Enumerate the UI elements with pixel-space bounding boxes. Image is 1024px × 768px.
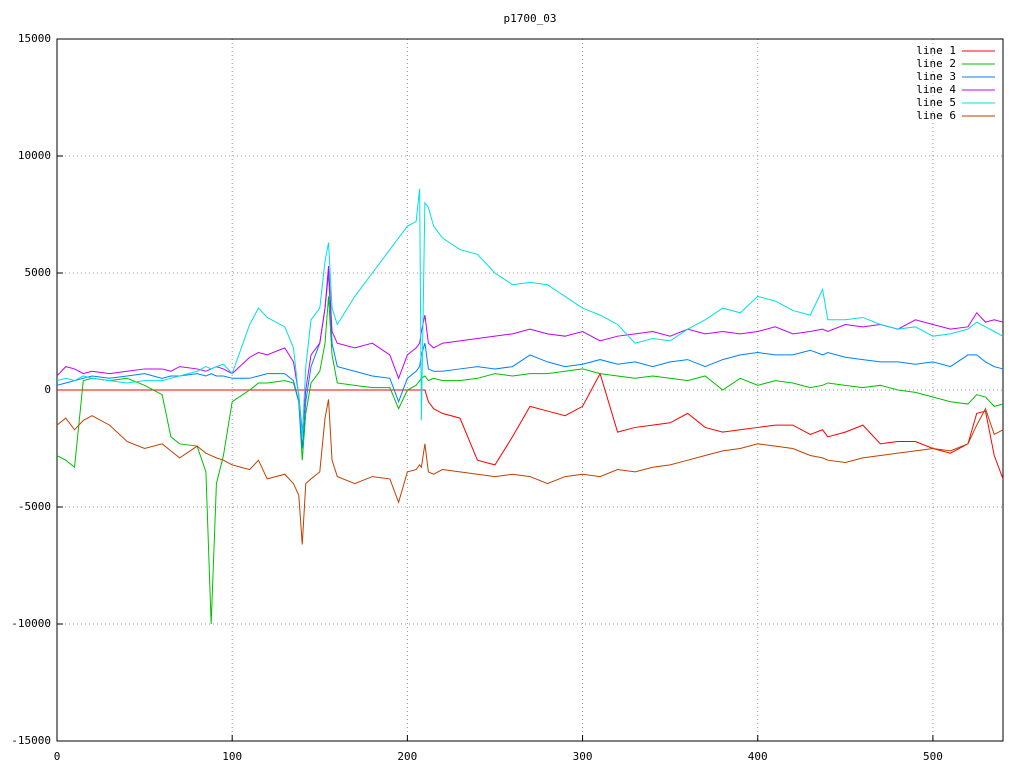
series-line bbox=[56, 296, 1004, 625]
series-line bbox=[57, 372, 1004, 480]
legend-label: line 4 bbox=[916, 83, 956, 96]
legend-label: line 3 bbox=[916, 70, 956, 83]
x-tick-label: 300 bbox=[573, 750, 593, 763]
y-tick-label: -10000 bbox=[11, 617, 51, 630]
x-tick-label: 400 bbox=[748, 750, 768, 763]
y-tick-label: -5000 bbox=[18, 500, 51, 513]
series-line bbox=[56, 399, 1004, 545]
series-line bbox=[56, 272, 1004, 449]
x-tick-label: 500 bbox=[923, 750, 943, 763]
legend-label: line 1 bbox=[916, 44, 956, 57]
y-tick-label: -15000 bbox=[11, 734, 51, 747]
x-tick-label: 200 bbox=[397, 750, 417, 763]
series-line bbox=[56, 188, 1004, 437]
legend-label: line 5 bbox=[916, 96, 956, 109]
legend-label: line 2 bbox=[916, 57, 956, 70]
x-tick-label: 100 bbox=[222, 750, 242, 763]
legend-label: line 6 bbox=[916, 109, 956, 122]
chart-title: p1700_03 bbox=[504, 12, 557, 25]
y-tick-label: 15000 bbox=[18, 32, 51, 45]
y-tick-label: 10000 bbox=[18, 149, 51, 162]
y-tick-label: 0 bbox=[44, 383, 51, 396]
x-tick-label: 0 bbox=[54, 750, 61, 763]
y-tick-label: 5000 bbox=[25, 266, 52, 279]
